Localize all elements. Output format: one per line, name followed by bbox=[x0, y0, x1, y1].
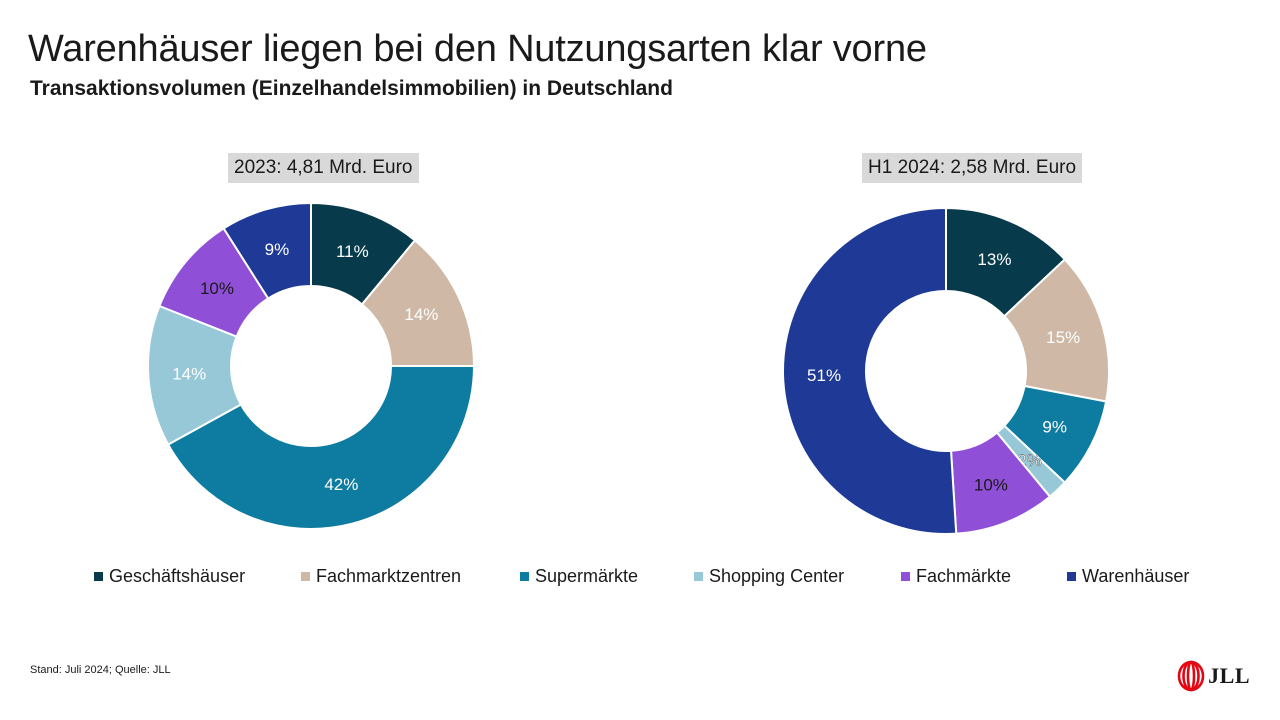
donut-data-label: 13% bbox=[977, 250, 1011, 269]
donut-slice-2023-5 bbox=[222, 201, 312, 300]
donut-data-label: 9% bbox=[1042, 417, 1067, 436]
legend-swatch bbox=[901, 572, 910, 581]
donut-slice-2023-2 bbox=[166, 365, 476, 530]
donut-data-label: 10% bbox=[974, 475, 1008, 494]
donut-chart-2023: 11% 14% 42% 14% 10% 9% bbox=[147, 201, 476, 530]
legend-item-fachmaerkte: Fachmärkte bbox=[901, 566, 1067, 587]
chart-h1-2024-title: H1 2024: 2,58 Mrd. Euro bbox=[862, 153, 1083, 183]
donut-data-label: 15% bbox=[1046, 328, 1080, 347]
donut-data-label: 11% bbox=[336, 242, 369, 261]
legend-label: Geschäftshäuser bbox=[109, 566, 246, 586]
donut-data-label: 51% bbox=[807, 366, 841, 385]
legend-label: Supermärkte bbox=[535, 566, 639, 586]
donut-data-label: 42% bbox=[324, 475, 358, 494]
legend-label: Warenhäuser bbox=[1082, 566, 1190, 586]
page-title: Warenhäuser liegen bei den Nutzungsarten… bbox=[28, 28, 927, 70]
donut-data-label: 10% bbox=[200, 279, 234, 298]
donut-chart-h1-2024: 13%15%9%2%10%51% bbox=[782, 206, 1110, 535]
jll-logo-icon bbox=[1177, 660, 1205, 692]
donut-data-label: 14% bbox=[172, 365, 206, 384]
legend-swatch bbox=[94, 572, 103, 581]
logo-text: JLL bbox=[1208, 663, 1250, 688]
legend-item-shopping-center: Shopping Center bbox=[694, 566, 901, 587]
legend-item-fachmarktzentren: Fachmarktzentren bbox=[301, 566, 520, 587]
legend-swatch bbox=[301, 572, 310, 581]
legend-swatch bbox=[520, 572, 529, 581]
chart-legend: Geschäftshäuser Fachmarktzentren Supermä… bbox=[94, 566, 1197, 587]
donut-data-label: 9% bbox=[265, 240, 290, 259]
legend-swatch bbox=[694, 572, 703, 581]
legend-label: Fachmärkte bbox=[916, 566, 1012, 586]
legend-swatch bbox=[1067, 572, 1076, 581]
legend-item-geschaeftshaeuser: Geschäftshäuser bbox=[94, 566, 301, 587]
chart-2023-title: 2023: 4,81 Mrd. Euro bbox=[228, 153, 419, 183]
jll-logo: JLL bbox=[1177, 660, 1250, 692]
legend-label: Shopping Center bbox=[709, 566, 845, 586]
donut-data-label: 14% bbox=[404, 305, 438, 324]
source-footnote: Stand: Juli 2024; Quelle: JLL bbox=[30, 664, 171, 676]
legend-item-warenhaeuser: Warenhäuser bbox=[1067, 566, 1197, 587]
legend-item-supermaerkte: Supermärkte bbox=[520, 566, 694, 587]
page-subtitle: Transaktionsvolumen (Einzelhandelsimmobi… bbox=[30, 77, 673, 100]
legend-label: Fachmarktzentren bbox=[316, 566, 462, 586]
donut-slice-h1-2024-5 bbox=[782, 206, 958, 535]
